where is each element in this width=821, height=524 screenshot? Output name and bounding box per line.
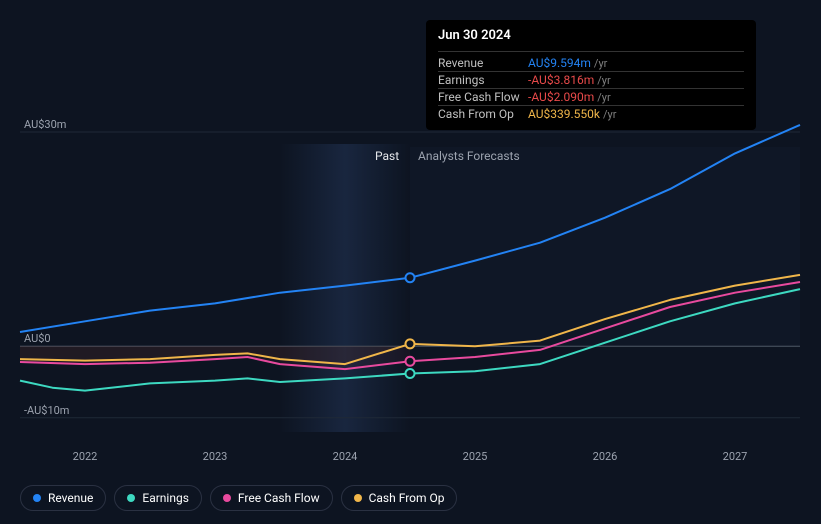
legend-item-earnings[interactable]: Earnings: [114, 485, 202, 511]
legend-label: Earnings: [142, 491, 189, 505]
tooltip-date: Jun 30 2024: [438, 28, 744, 47]
legend-dot: [354, 494, 362, 502]
tooltip-row-value: AU$339.550k: [528, 107, 600, 121]
legend-dot: [127, 494, 135, 502]
tooltip-row-label: Revenue: [438, 56, 528, 70]
tooltip-row-label: Earnings: [438, 73, 528, 87]
tooltip-row-unit: /yr: [594, 57, 607, 70]
tooltip-row-unit: /yr: [603, 108, 616, 121]
legend-dot: [223, 494, 231, 502]
tooltip-row: Cash From OpAU$339.550k/yr: [438, 105, 744, 122]
tooltip-row-unit: /yr: [597, 91, 610, 104]
x-axis-label: 2023: [203, 450, 228, 463]
x-axis-label: 2026: [593, 450, 618, 463]
legend-item-revenue[interactable]: Revenue: [20, 485, 106, 511]
marker-revenue: [406, 273, 415, 282]
y-axis-label: AU$0: [24, 332, 51, 345]
tooltip-row-label: Cash From Op: [438, 107, 528, 121]
legend-item-fcf[interactable]: Free Cash Flow: [210, 485, 333, 511]
chart-tooltip: Jun 30 2024 RevenueAU$9.594m/yrEarnings-…: [426, 20, 756, 130]
financial-chart: { "chart": { "type": "line", "width": 82…: [0, 0, 821, 524]
x-axis-label: 2022: [73, 450, 98, 463]
tooltip-row-label: Free Cash Flow: [438, 90, 528, 104]
x-axis-label: 2027: [723, 450, 748, 463]
marker-cfo: [406, 339, 415, 348]
tooltip-row: Earnings-AU$3.816m/yr: [438, 71, 744, 88]
marker-earnings: [406, 369, 415, 378]
x-axis-label: 2024: [333, 450, 358, 463]
legend-label: Revenue: [48, 491, 93, 505]
y-axis-label: AU$30m: [24, 118, 66, 131]
x-axis-label: 2025: [463, 450, 488, 463]
chart-legend: Revenue Earnings Free Cash Flow Cash From O…: [20, 485, 457, 511]
tooltip-row: Free Cash Flow-AU$2.090m/yr: [438, 88, 744, 105]
past-region-label: Past: [375, 149, 399, 163]
legend-label: Free Cash Flow: [238, 491, 320, 505]
legend-item-cfo[interactable]: Cash From Op: [341, 485, 458, 511]
y-axis-label: -AU$10m: [24, 404, 69, 417]
marker-fcf: [406, 357, 415, 366]
legend-label: Cash From Op: [369, 491, 445, 505]
tooltip-row-value: -AU$3.816m: [528, 73, 594, 87]
legend-dot: [33, 494, 41, 502]
forecast-region-label: Analysts Forecasts: [418, 149, 520, 163]
tooltip-row-value: AU$9.594m: [528, 56, 591, 70]
tooltip-row: RevenueAU$9.594m/yr: [438, 51, 744, 71]
tooltip-row-unit: /yr: [597, 74, 610, 87]
tooltip-row-value: -AU$2.090m: [528, 90, 594, 104]
